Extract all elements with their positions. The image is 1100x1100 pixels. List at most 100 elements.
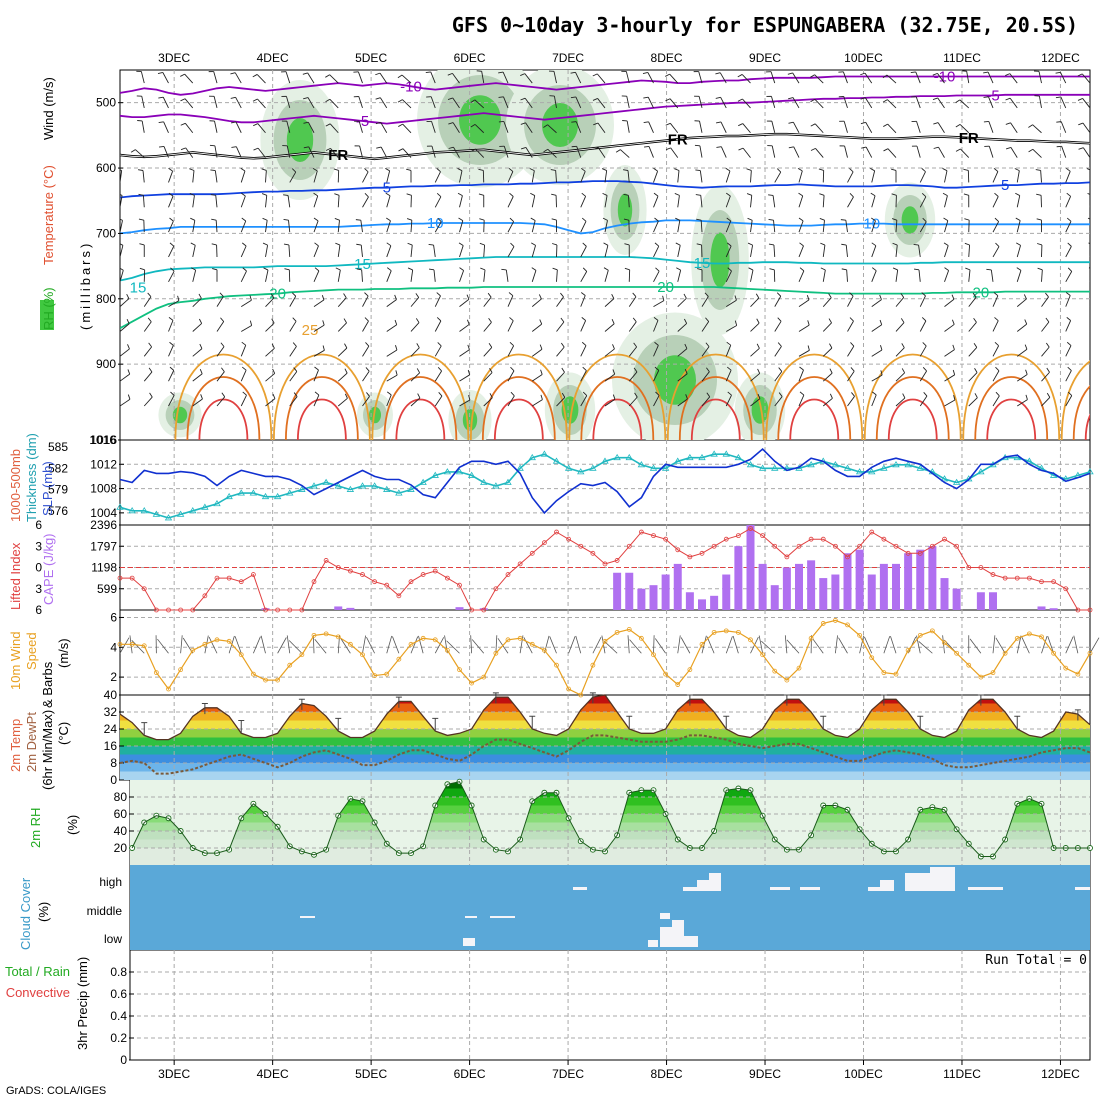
wind-barb xyxy=(230,72,236,75)
wind-barb xyxy=(604,398,616,407)
wind-barb xyxy=(1021,636,1030,654)
wind-barb xyxy=(448,122,454,125)
wind-barb xyxy=(698,96,703,109)
wind-barb xyxy=(995,637,1006,654)
wind-barb xyxy=(386,394,392,407)
wind-barb xyxy=(919,295,926,307)
wind-barb xyxy=(192,373,203,382)
wind-barb xyxy=(240,370,247,382)
cape-bar xyxy=(758,563,767,610)
slp-ytick: 1004 xyxy=(90,506,117,520)
wind-barb xyxy=(307,97,315,109)
wind-barb xyxy=(168,370,175,382)
isotherm-label: 25 xyxy=(302,322,319,339)
date-label-bottom: 3DEC xyxy=(158,1067,190,1081)
li-point xyxy=(493,586,499,592)
upper-ytick: 1016 xyxy=(89,433,116,447)
wind-barb xyxy=(655,391,660,396)
wind-barb xyxy=(1089,330,1090,332)
cape-bar xyxy=(722,574,731,610)
wind-barb xyxy=(653,195,659,208)
wind-barb xyxy=(355,219,361,221)
wind-barb xyxy=(1017,399,1028,407)
wind-barb xyxy=(580,370,587,382)
wind-barb xyxy=(849,292,854,297)
wind-barb xyxy=(626,120,630,133)
wind-barb xyxy=(741,74,751,84)
wind-barb xyxy=(580,345,587,357)
wind-barb xyxy=(135,149,145,158)
wind-barb xyxy=(845,244,848,258)
wind-barb xyxy=(880,345,883,351)
li-point xyxy=(566,536,572,542)
upper-ylabel-temp: Temperature (°C) xyxy=(41,165,56,265)
wind-barb xyxy=(120,270,124,282)
wind-speed-point xyxy=(590,662,596,668)
wind-barb xyxy=(520,146,527,150)
wind-barb xyxy=(792,72,800,84)
thickness-ytick: 582 xyxy=(48,461,68,475)
wind-barb xyxy=(944,298,955,307)
wind-barb xyxy=(883,636,891,654)
wind-barb xyxy=(1060,72,1067,84)
wind-barb xyxy=(192,245,196,258)
wind-barb xyxy=(1067,242,1072,247)
wind-barb xyxy=(634,392,638,398)
wind-barb xyxy=(530,192,535,196)
rh-contour-fill xyxy=(369,406,381,424)
wind-barb xyxy=(684,368,688,374)
wind-barb xyxy=(394,319,398,325)
wind-barb xyxy=(843,121,848,133)
wind-barb xyxy=(1065,171,1071,183)
wind-barb xyxy=(860,121,866,125)
wind-barb xyxy=(337,372,348,382)
wind-barb xyxy=(611,319,615,324)
wind-barb xyxy=(356,268,362,271)
wind-barb xyxy=(725,195,731,208)
wind-barb xyxy=(1078,147,1084,150)
wind-barb xyxy=(994,192,999,197)
cape-bar xyxy=(940,578,949,610)
wind-barb xyxy=(757,368,761,374)
wind-barb xyxy=(819,193,825,196)
date-label-bottom: 10DEC xyxy=(844,1067,883,1081)
wind-barb xyxy=(864,636,873,654)
wind-barb xyxy=(466,294,470,300)
wind-barb xyxy=(313,349,325,357)
date-label-bottom: 9DEC xyxy=(749,1067,781,1081)
wind-barb xyxy=(632,317,637,323)
wind-speed-point xyxy=(287,662,293,668)
wind-barb xyxy=(410,397,421,407)
wind-barb xyxy=(289,346,297,357)
wind-barb xyxy=(918,269,921,282)
surface-isotherm xyxy=(395,398,446,440)
wind-barb xyxy=(380,146,388,158)
wind-barb xyxy=(582,366,587,371)
wind-barb xyxy=(337,195,340,208)
wind-barb xyxy=(539,344,543,350)
rh-contour-fill xyxy=(710,232,730,288)
wind-barb xyxy=(1005,73,1011,76)
li-point xyxy=(1063,586,1069,592)
wind-barb xyxy=(918,245,921,258)
temp-band xyxy=(120,754,1090,763)
temp-ylabel-2: 2m DewPt xyxy=(24,712,39,772)
wind-barb xyxy=(337,297,347,307)
wind-barb xyxy=(968,397,978,407)
wind-barb xyxy=(1025,394,1028,400)
wind-barb xyxy=(230,96,236,99)
wind-barb xyxy=(532,399,543,407)
wind-barb xyxy=(478,168,484,171)
wind-barb xyxy=(582,242,587,247)
wind-barb xyxy=(272,393,276,399)
wind-barb xyxy=(386,267,392,272)
wind-barb xyxy=(1025,369,1028,375)
wind-barb xyxy=(402,123,412,134)
wind-barb xyxy=(479,218,485,221)
wind-barb xyxy=(263,267,269,271)
wind-barb xyxy=(974,393,978,398)
wind-barb xyxy=(560,292,564,298)
wind-barb xyxy=(510,391,515,397)
wind-barb xyxy=(240,270,247,282)
wind-barb xyxy=(262,242,268,246)
